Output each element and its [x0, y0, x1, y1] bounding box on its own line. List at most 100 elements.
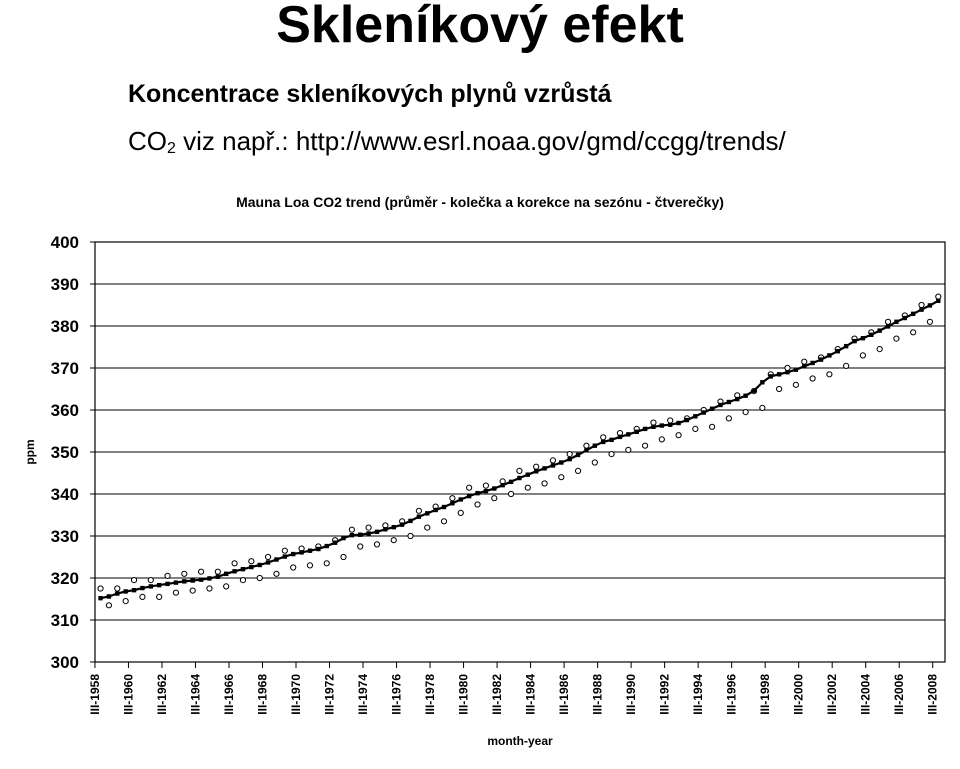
data-point-circle [424, 524, 431, 531]
data-point-square [115, 591, 120, 596]
data-point-square [701, 410, 706, 415]
x-axis-label: month-year [487, 734, 553, 748]
x-tick-label: III-1994 [691, 674, 705, 715]
y-tick-label: 320 [51, 569, 79, 588]
data-point-square [533, 469, 539, 474]
data-point-circle [541, 480, 548, 487]
slide-subtitle: Koncentrace skleníkových plynů vzrůstá [128, 80, 612, 108]
y-tick-label: 350 [51, 443, 79, 462]
data-point-square [877, 328, 882, 333]
chart-title: Mauna Loa CO2 trend (průměr - kolečka a … [236, 194, 724, 210]
data-point-square [282, 554, 288, 559]
data-point-square [182, 579, 187, 584]
data-point-circle [273, 570, 280, 577]
data-point-circle [776, 385, 783, 393]
data-point-circle [139, 593, 146, 600]
x-tick-label: III-1992 [658, 674, 672, 715]
data-point-square [802, 364, 807, 369]
data-point-circle [692, 425, 699, 432]
data-point-circle [156, 593, 163, 600]
data-point-square [131, 587, 137, 593]
data-point-square [843, 343, 849, 349]
data-point-square [936, 298, 941, 303]
x-tick-label: III-1978 [423, 674, 437, 715]
data-point-square [173, 580, 179, 585]
data-point-square [743, 393, 748, 398]
data-point-circle [390, 537, 397, 544]
data-point-circle [608, 451, 615, 458]
x-tick-label: III-2008 [926, 674, 940, 715]
data-point-square [316, 546, 321, 552]
data-point-square [123, 589, 128, 594]
data-point-square [291, 551, 296, 557]
data-point-square [249, 564, 254, 570]
y-tick-label: 390 [51, 275, 79, 294]
trend-line [100, 299, 939, 600]
data-point-circle [323, 560, 330, 567]
x-tick-label: III-2002 [825, 674, 839, 715]
data-point-circle [482, 482, 490, 489]
data-point-square [885, 324, 891, 329]
data-point-circle [725, 415, 732, 422]
data-point-square [559, 460, 564, 465]
data-point-square [659, 423, 665, 428]
x-tick-label: III-2000 [792, 674, 806, 715]
data-point-circle [625, 446, 632, 453]
data-point-circle [549, 457, 557, 464]
data-point-square [835, 349, 840, 354]
data-point-square [575, 452, 581, 458]
chart-marks [97, 293, 942, 609]
data-point-circle [809, 375, 816, 382]
data-point-circle [348, 526, 355, 533]
data-point-circle [264, 553, 272, 561]
y-tick-label: 380 [51, 317, 79, 336]
data-point-square [609, 437, 614, 443]
data-point-square [919, 307, 924, 312]
data-point-square [592, 443, 598, 448]
data-point-circle [759, 404, 766, 411]
data-point-square [332, 540, 338, 545]
data-point-square [600, 439, 606, 445]
slide-title: Skleníkový efekt [276, 0, 684, 54]
data-point-square [223, 571, 229, 576]
data-point-square [676, 420, 681, 426]
data-point-circle [910, 329, 917, 336]
data-point-circle [918, 301, 925, 309]
data-point-square [651, 424, 656, 429]
x-tick-label: III-1998 [758, 674, 772, 715]
data-point-square [433, 507, 438, 513]
data-point-square [257, 562, 262, 568]
data-point-circle [415, 507, 422, 514]
data-point-square [500, 482, 505, 488]
data-point-circle [935, 293, 942, 300]
data-point-circle [667, 417, 674, 424]
y-tick-label: 330 [51, 527, 79, 546]
data-point-square [466, 493, 472, 499]
co2-reference-text: viz např.: http://www.esrl.noaa.gov/gmd/… [175, 126, 786, 156]
data-point-circle [709, 423, 716, 430]
y-tick-label: 400 [51, 233, 79, 252]
data-point-circle [340, 553, 347, 561]
data-point-square [735, 396, 740, 402]
x-tick-label: III-1958 [88, 674, 102, 715]
x-tick-label: III-1986 [557, 674, 571, 715]
x-tick-label: III-1968 [255, 674, 269, 715]
co2-trend-chart: Mauna Loa CO2 trend (průměr - kolečka a … [23, 194, 946, 748]
data-point-square [358, 532, 363, 537]
data-point-square [307, 548, 313, 553]
data-point-circle [105, 602, 113, 609]
data-point-circle [466, 484, 473, 491]
data-point-square [793, 367, 799, 372]
data-point-square [156, 582, 162, 588]
data-point-square [760, 380, 765, 385]
data-point-square [927, 303, 933, 308]
x-tick-label: III-1966 [222, 674, 236, 715]
data-point-circle [859, 352, 866, 359]
data-point-circle [172, 589, 180, 596]
data-point-circle [281, 547, 288, 554]
y-axis-label: ppm [23, 439, 37, 464]
x-tick-label: III-1990 [624, 674, 638, 715]
data-point-circle [566, 451, 573, 458]
data-point-circle [206, 585, 213, 592]
data-point-circle [558, 474, 565, 481]
